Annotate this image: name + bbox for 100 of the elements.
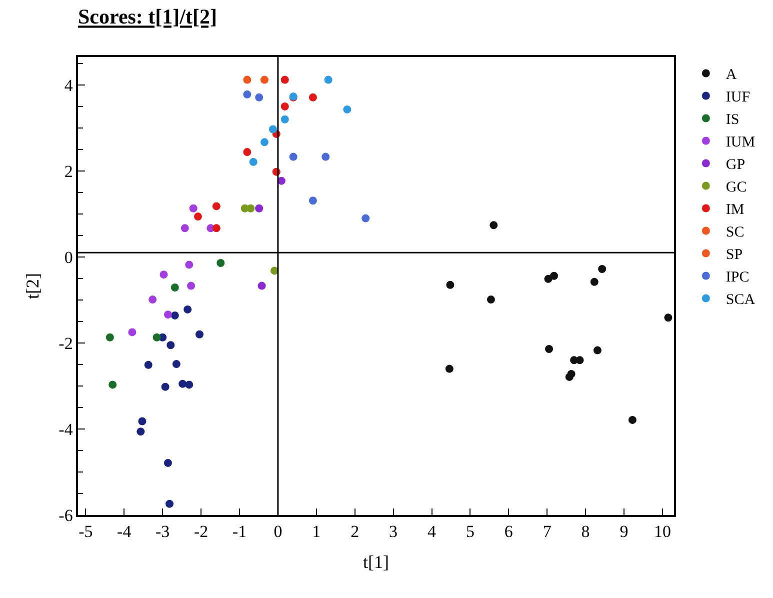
- point: [170, 311, 179, 320]
- point: [164, 458, 172, 467]
- point: [260, 138, 268, 146]
- point: [128, 328, 136, 336]
- point: [277, 176, 286, 185]
- point: [178, 380, 187, 388]
- legend-label: IS: [726, 112, 740, 128]
- legend-label: SC: [726, 224, 744, 241]
- point: [545, 345, 554, 353]
- legend-label: IUF: [726, 90, 750, 106]
- point: [106, 333, 114, 342]
- point: [152, 333, 161, 342]
- x-tick-label: 0: [274, 522, 282, 542]
- point: [628, 416, 636, 424]
- legend-label: IUM: [726, 134, 756, 151]
- legend-label: A: [726, 67, 737, 84]
- y-tick-label: -4: [58, 420, 74, 439]
- point: [161, 382, 170, 391]
- legend-label: IPC: [726, 270, 750, 286]
- point: [255, 204, 264, 212]
- x-tick-label: 3: [389, 522, 398, 542]
- point: [324, 76, 332, 84]
- point: [243, 76, 252, 84]
- y-tick-label: 2: [64, 162, 73, 181]
- point: [172, 360, 180, 368]
- legend-label: GC: [726, 180, 747, 196]
- point: [136, 428, 145, 436]
- point: [490, 221, 498, 230]
- x-tick-label: 2: [350, 522, 360, 542]
- point: [164, 310, 172, 319]
- point: [249, 158, 258, 166]
- point: [567, 370, 576, 378]
- point: [148, 296, 157, 304]
- point: [216, 258, 225, 267]
- point: [322, 152, 330, 161]
- x-tick-label: 7: [542, 522, 552, 542]
- x-tick-label: -5: [78, 522, 93, 542]
- point: [590, 278, 598, 286]
- x-tick-label: 10: [654, 522, 671, 542]
- point: [170, 284, 179, 292]
- y-tick-label: 4: [64, 76, 74, 95]
- y-tick-label: -2: [58, 334, 73, 353]
- point: [185, 380, 194, 389]
- point: [212, 224, 220, 232]
- x-axis-title: t[1]: [363, 552, 389, 572]
- point: [255, 93, 264, 102]
- x-tick-label: -2: [194, 522, 208, 542]
- x-tick-label: 5: [466, 522, 474, 542]
- x-tick-label: 1: [312, 522, 321, 542]
- point: [260, 76, 268, 84]
- point: [280, 115, 289, 124]
- x-tick-label: 9: [620, 522, 628, 542]
- point: [550, 272, 558, 280]
- point: [576, 356, 584, 364]
- legend-label: GP: [726, 157, 746, 174]
- point: [196, 330, 204, 338]
- point: [187, 282, 196, 290]
- legend-label: IM: [726, 202, 744, 218]
- point: [664, 314, 672, 322]
- y-axis-title: t[2]: [22, 273, 42, 299]
- legend-label: SCA: [726, 292, 756, 308]
- x-tick-label: -4: [117, 522, 132, 542]
- point: [445, 364, 454, 373]
- point: [166, 341, 175, 350]
- y-tick-label: -6: [58, 506, 73, 525]
- point: [362, 214, 370, 222]
- point: [308, 196, 317, 205]
- point: [280, 76, 289, 84]
- x-tick-label: -3: [156, 522, 170, 542]
- point: [160, 270, 168, 279]
- point: [598, 265, 606, 274]
- point: [138, 417, 146, 426]
- legend-label: SP: [726, 247, 743, 264]
- point: [486, 296, 495, 304]
- point: [108, 380, 117, 389]
- x-tick-label: -1: [232, 522, 247, 542]
- y-tick-label: 0: [64, 248, 73, 267]
- point: [593, 346, 602, 354]
- point: [289, 152, 298, 161]
- point: [166, 500, 174, 508]
- point: [185, 260, 194, 269]
- point: [308, 93, 317, 102]
- point: [189, 204, 198, 212]
- point: [246, 204, 255, 212]
- point: [184, 305, 192, 314]
- point: [243, 90, 252, 98]
- x-tick-label: 4: [428, 522, 436, 542]
- x-tick-label: 6: [504, 522, 513, 542]
- point: [194, 212, 202, 221]
- point: [268, 125, 277, 134]
- chart-title: Scores: t[1]/t[2]: [78, 4, 217, 29]
- point: [144, 360, 152, 369]
- point: [343, 105, 352, 114]
- point: [258, 282, 266, 290]
- point: [180, 224, 189, 232]
- point: [212, 202, 220, 210]
- point: [446, 280, 454, 289]
- x-tick-label: 8: [581, 522, 590, 542]
- point: [280, 102, 289, 110]
- point: [243, 148, 252, 156]
